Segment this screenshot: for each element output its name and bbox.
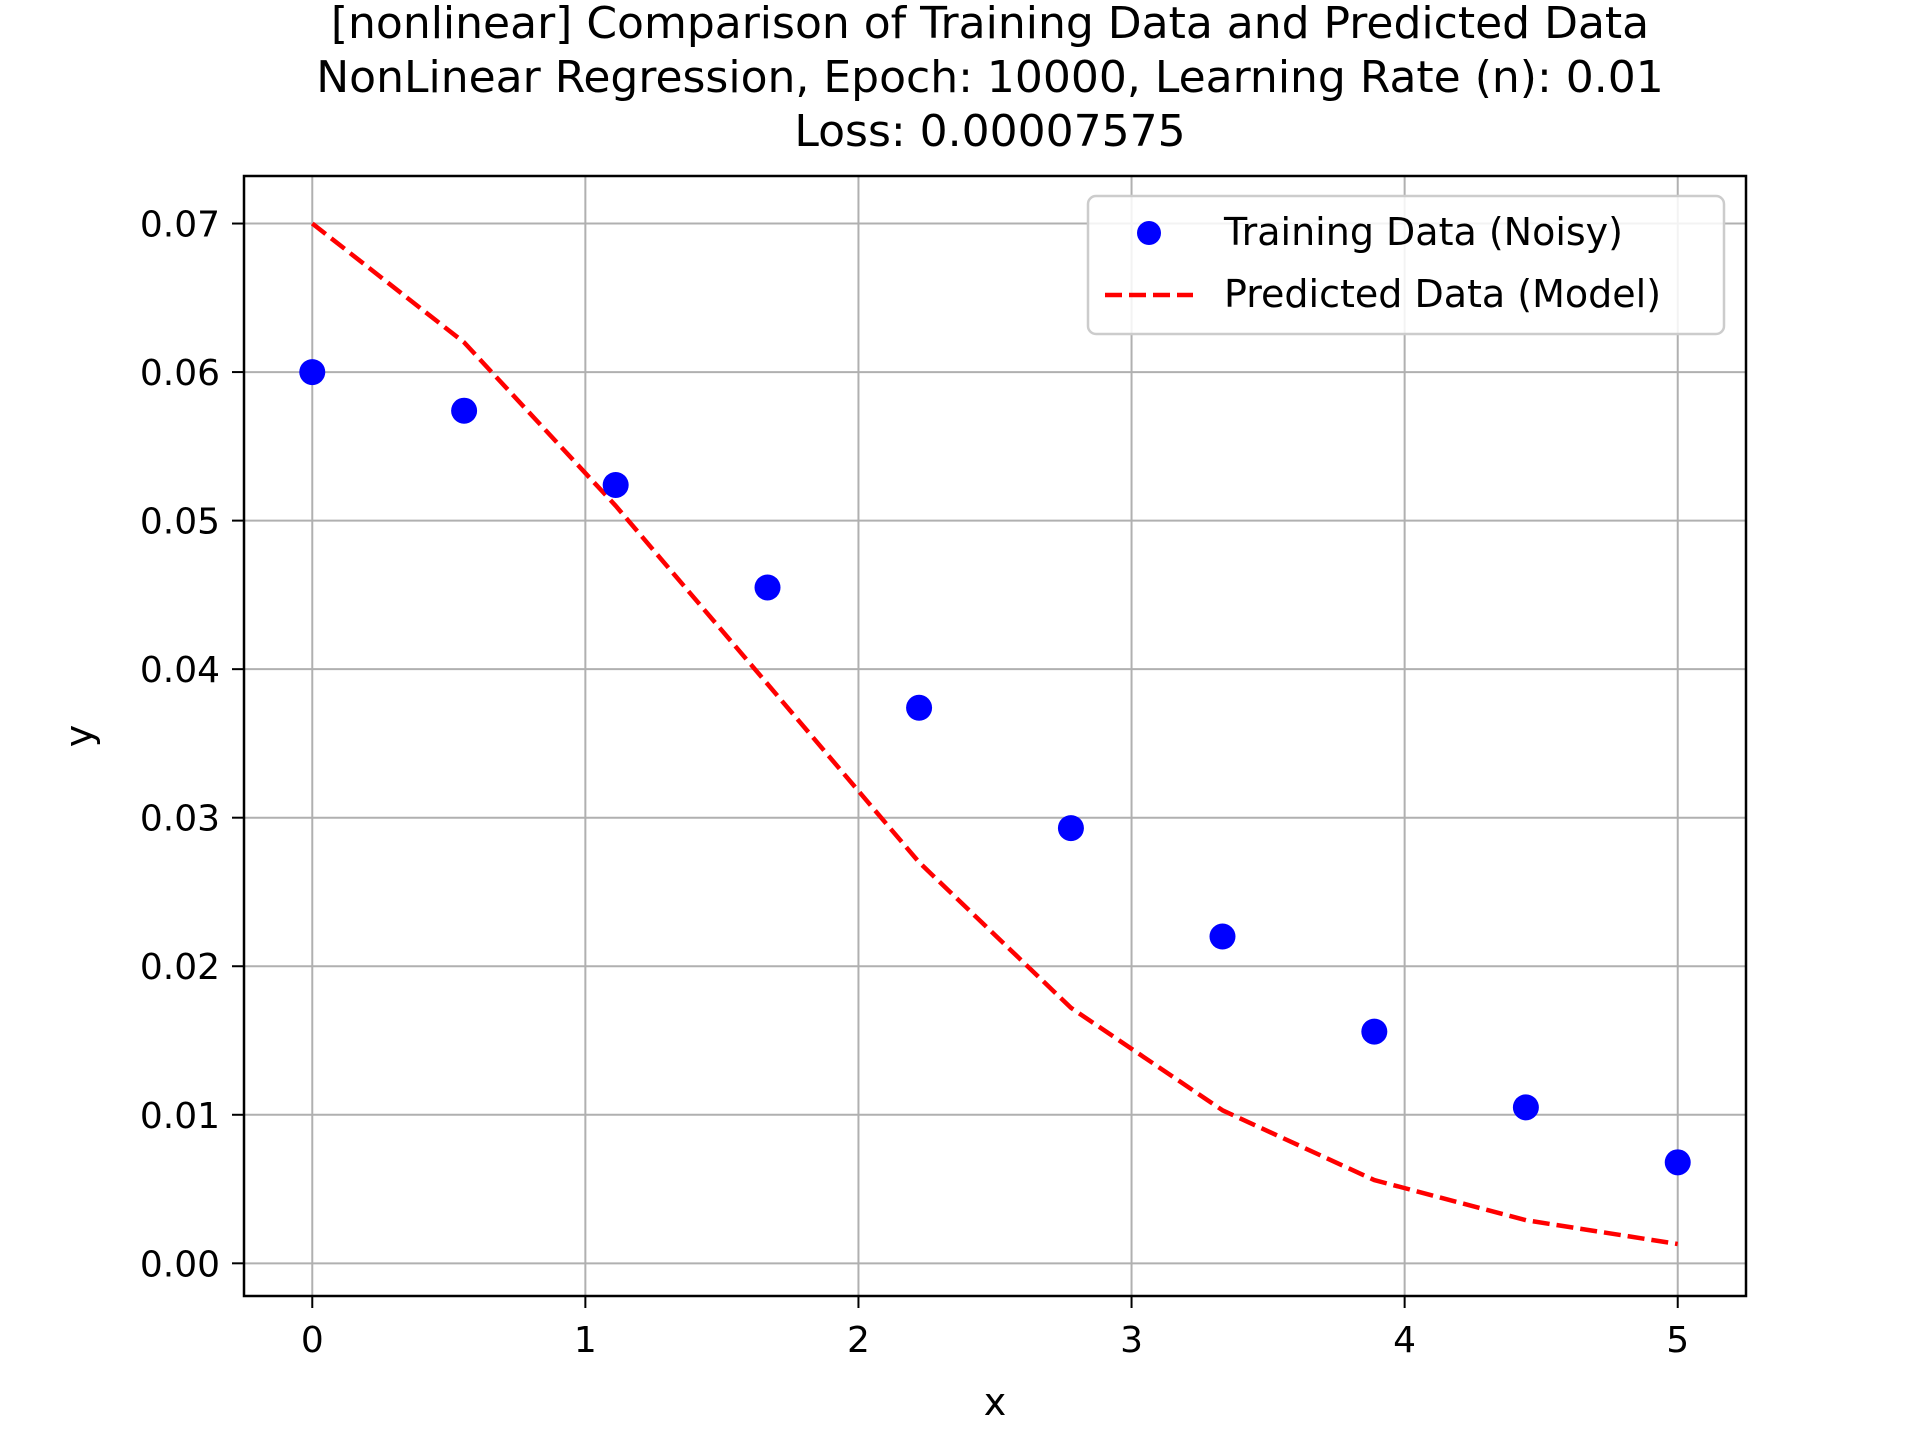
training-point	[754, 574, 781, 601]
legend-label-training: Training Data (Noisy)	[1223, 210, 1623, 254]
y-tick-label: 0.05	[140, 502, 220, 543]
legend: Training Data (Noisy) Predicted Data (Mo…	[1086, 194, 1726, 336]
training-point	[1512, 1094, 1539, 1121]
x-tick-label: 3	[1120, 1320, 1143, 1361]
training-point	[451, 397, 478, 424]
training-point	[1209, 923, 1236, 950]
training-point	[1664, 1149, 1691, 1176]
y-tick-label: 0.06	[140, 353, 220, 394]
training-point	[602, 471, 629, 498]
x-tick-label: 5	[1666, 1320, 1689, 1361]
x-tick-label: 0	[301, 1320, 324, 1361]
y-tick-label: 0.03	[140, 799, 220, 840]
training-point	[1057, 815, 1084, 842]
legend-box	[1086, 194, 1726, 336]
training-point	[299, 359, 326, 386]
predicted-series	[310, 221, 1679, 1247]
y-tick-label: 0.07	[140, 205, 220, 246]
y-tick-label: 0.04	[140, 650, 220, 691]
training-point	[1361, 1018, 1388, 1045]
y-tick-label: 0.01	[140, 1096, 220, 1137]
chart-title-line-2: NonLinear Regression, Epoch: 10000, Lear…	[316, 52, 1663, 103]
y-axis-label: y	[57, 725, 101, 748]
chart-title-line-1: [nonlinear] Comparison of Training Data …	[331, 0, 1649, 49]
training-point	[906, 694, 933, 721]
training-series	[299, 359, 1691, 1176]
x-tick-label: 2	[847, 1320, 870, 1361]
predicted-line	[310, 221, 1679, 1247]
legend-marker-training	[1137, 221, 1161, 245]
grid	[244, 176, 1746, 1296]
plot-area-frame	[242, 174, 1748, 1298]
x-tick-label: 4	[1393, 1320, 1416, 1361]
y-tick-label: 0.00	[140, 1244, 220, 1285]
y-tick-label: 0.02	[140, 947, 220, 988]
x-axis-label: x	[984, 1380, 1007, 1424]
axis-ticks: 0 1 2 3 4 5 0.00 0.01 0.02 0.03 0.04 0.05 0.06 0.07	[140, 205, 1689, 1361]
x-tick-label: 1	[574, 1320, 597, 1361]
chart-title-line-3: Loss: 0.00007575	[794, 106, 1185, 157]
legend-label-predicted: Predicted Data (Model)	[1224, 272, 1661, 316]
